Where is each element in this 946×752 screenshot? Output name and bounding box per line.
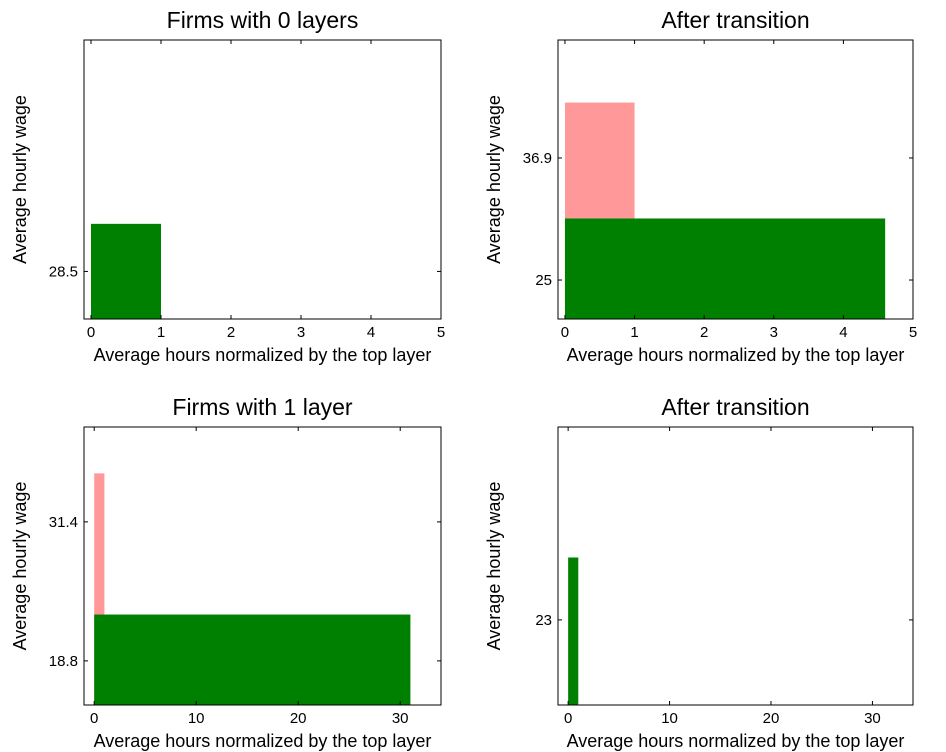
y-tick-label: 28.5 [49, 263, 78, 280]
subplot-4: 0 10 20 30 23 After transition Average hours n… [484, 394, 914, 751]
axes-frame [83, 426, 442, 706]
x-tick-label: 1 [157, 324, 165, 341]
y-tick-label: 18.8 [49, 653, 78, 670]
y-axis-label: Average hourly wage [10, 482, 30, 651]
subplot-title: After transition [661, 7, 809, 33]
y-tick-label: 25 [535, 272, 552, 289]
subplot-3: 0 10 20 30 18.8 31.4 Firms with 1 layer Average… [10, 394, 442, 751]
x-axis-label: Average hours normalized by the top laye… [567, 731, 905, 751]
y-axis-label: Average hourly wage [484, 95, 504, 264]
bar-pink-3-1 [94, 473, 105, 705]
subplot-2: 0 1 2 3 4 5 25 36.9 After transition Average hour… [484, 7, 917, 365]
subplot-title: Firms with 0 layers [167, 7, 359, 33]
x-tick-label: 10 [188, 710, 205, 727]
bar-green-3-2 [94, 614, 411, 705]
x-tick-label: 4 [367, 324, 375, 341]
x-tick-label: 0 [87, 324, 95, 341]
bar-green-1-1 [91, 223, 161, 319]
x-tick-label: 1 [630, 324, 638, 341]
subplot-1: 0 1 2 3 4 5 28.5 Firms with 0 layers Average hou… [10, 7, 445, 365]
x-tick-label: 0 [564, 710, 572, 727]
x-tick-label: 3 [297, 324, 305, 341]
x-tick-label: 30 [392, 710, 409, 727]
x-tick-label: 0 [90, 710, 98, 727]
y-tick-label: 36.9 [523, 150, 552, 167]
x-tick-label: 20 [763, 710, 780, 727]
bar-green-2-2 [564, 218, 886, 319]
axes-frame [557, 39, 914, 320]
x-tick-label: 2 [227, 324, 235, 341]
y-tick-label: 31.4 [49, 514, 78, 531]
subplot-title: After transition [661, 394, 809, 420]
y-axis-label: Average hourly wage [10, 95, 30, 264]
y-axis-label: Average hourly wage [484, 482, 504, 651]
x-tick-label: 5 [437, 324, 445, 341]
subplot-title: Firms with 1 layer [172, 394, 353, 420]
x-tick-label: 10 [661, 710, 678, 727]
axes-frame [557, 426, 914, 706]
y-tick-label: 23 [535, 612, 552, 629]
x-tick-label: 0 [561, 324, 569, 341]
x-tick-label: 4 [839, 324, 847, 341]
x-tick-label: 5 [909, 324, 917, 341]
x-axis-label: Average hours normalized by the top laye… [94, 345, 432, 365]
x-tick-label: 30 [864, 710, 881, 727]
axes-frame [83, 39, 442, 320]
x-tick-label: 20 [290, 710, 307, 727]
x-axis-label: Average hours normalized by the top laye… [567, 345, 905, 365]
x-tick-label: 3 [770, 324, 778, 341]
x-axis-label: Average hours normalized by the top laye… [94, 731, 432, 751]
x-tick-label: 2 [700, 324, 708, 341]
bar-green-4-1 [568, 557, 579, 705]
